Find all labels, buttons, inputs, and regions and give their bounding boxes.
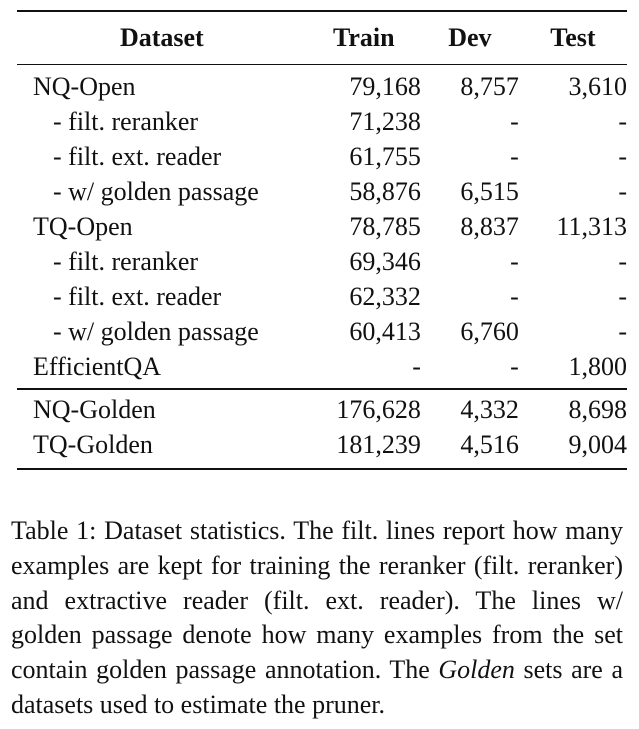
dev-cell: - xyxy=(510,247,519,277)
table-row: - filt. reranker 71,238 - - xyxy=(17,104,627,139)
dev-cell: 4,516 xyxy=(460,429,519,459)
test-cell: 9,004 xyxy=(568,429,628,459)
test-cell: - xyxy=(618,142,627,172)
caption-italic: Golden xyxy=(438,655,515,685)
dev-cell: - xyxy=(510,282,519,312)
dev-cell: - xyxy=(510,352,519,382)
table-row: - filt. ext. reader 62,332 - - xyxy=(17,279,627,314)
dev-cell: - xyxy=(510,142,519,172)
header-test: Test xyxy=(550,23,596,52)
header-row: Dataset Train Dev Test xyxy=(17,12,627,64)
table-row: NQ-Golden 176,628 4,332 8,698 xyxy=(17,392,627,427)
train-cell: 181,239 xyxy=(336,429,421,459)
table-row: TQ-Open 78,785 8,837 11,313 xyxy=(17,209,627,244)
caption-text: Dataset statistics. The filt. lines repo… xyxy=(11,516,623,685)
test-cell: - xyxy=(618,107,627,137)
dev-cell: 4,332 xyxy=(460,394,519,424)
top-rule xyxy=(17,10,627,12)
header-dev: Dev xyxy=(448,23,492,52)
train-cell: - xyxy=(412,352,421,382)
train-cell: 78,785 xyxy=(349,212,421,242)
dataset-name-cell: NQ-Open xyxy=(33,72,136,102)
test-cell: 11,313 xyxy=(556,212,627,242)
train-cell: 176,628 xyxy=(336,394,421,424)
dataset-name-cell: EfficientQA xyxy=(33,352,162,382)
caption-text-end: sets are a datasets used to estimate the… xyxy=(11,655,623,719)
dataset-name-cell: TQ-Open xyxy=(33,212,133,242)
header-train: Train xyxy=(332,23,395,52)
table-row: - w/ golden passage 60,413 6,760 - xyxy=(17,314,627,349)
dataset-name-cell: TQ-Golden xyxy=(33,429,153,459)
dataset-name-cell: NQ-Golden xyxy=(33,394,156,424)
train-cell: 60,413 xyxy=(349,317,421,347)
section-rule xyxy=(17,388,627,390)
table-row: - w/ golden passage 58,876 6,515 - xyxy=(17,174,627,209)
table-row: TQ-Golden 181,239 4,516 9,004 xyxy=(17,427,627,462)
test-cell: 1,800 xyxy=(568,352,628,382)
dev-cell: 6,515 xyxy=(460,177,519,207)
test-cell: 8,698 xyxy=(568,394,628,424)
test-cell: - xyxy=(618,317,627,347)
dataset-name-cell: - filt. reranker xyxy=(53,247,199,277)
train-cell: 62,332 xyxy=(349,282,421,312)
test-cell: - xyxy=(618,247,627,277)
dev-cell: - xyxy=(510,107,519,137)
table-row: - filt. ext. reader 61,755 - - xyxy=(17,139,627,174)
test-cell: - xyxy=(618,282,627,312)
dev-cell: 8,837 xyxy=(460,212,519,242)
test-cell: - xyxy=(618,177,627,207)
dataset-name-cell: - w/ golden passage xyxy=(53,317,259,347)
train-cell: 61,755 xyxy=(349,142,421,172)
header-rule xyxy=(17,64,627,66)
dataset-statistics-table: Dataset Train Dev Test NQ-Open 79,168 8,75… xyxy=(17,10,627,470)
train-cell: 71,238 xyxy=(349,107,421,137)
dev-cell: 8,757 xyxy=(460,72,519,102)
caption-label: Table 1: xyxy=(11,516,97,545)
dev-cell: 6,760 xyxy=(460,317,519,347)
table-caption: Table 1: Dataset statistics. The filt. l… xyxy=(11,514,623,723)
test-cell: 3,610 xyxy=(568,72,628,102)
table-row: EfficientQA - - 1,800 xyxy=(17,349,627,384)
bottom-rule xyxy=(17,467,627,470)
dataset-name-cell: - filt. ext. reader xyxy=(53,142,222,172)
table-row: - filt. reranker 69,346 - - xyxy=(17,244,627,279)
train-cell: 58,876 xyxy=(349,177,421,207)
dataset-name-cell: - filt. ext. reader xyxy=(53,282,222,312)
header-dataset: Dataset xyxy=(119,23,204,52)
train-cell: 79,168 xyxy=(349,72,421,102)
dataset-name-cell: - w/ golden passage xyxy=(53,177,259,207)
dataset-name-cell: - filt. reranker xyxy=(53,107,199,137)
train-cell: 69,346 xyxy=(349,247,421,277)
table-row: NQ-Open 79,168 8,757 3,610 xyxy=(17,69,627,104)
